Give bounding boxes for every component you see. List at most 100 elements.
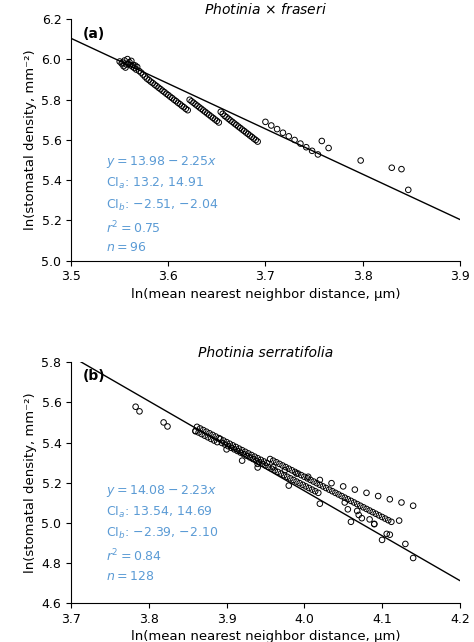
Point [269,456,277,466]
Point [221,110,228,121]
Point [273,457,280,467]
Point [372,508,380,519]
Point [288,465,296,476]
Point [193,422,201,432]
Point [128,56,135,66]
Point [160,417,167,428]
Point [200,105,207,116]
Point [219,435,227,446]
Point [274,467,282,477]
Point [388,517,395,527]
Point [184,105,191,116]
Point [243,451,251,461]
Y-axis label: ln(stomatal density, mm⁻²): ln(stomatal density, mm⁻²) [24,392,37,573]
Text: CI$_a$: 13.54, 14.69: CI$_a$: 13.54, 14.69 [106,505,213,519]
Text: CI$_a$: 13.2, 14.91: CI$_a$: 13.2, 14.91 [106,176,204,191]
Point [240,449,247,459]
Point [351,485,359,495]
Point [363,504,370,514]
Point [291,135,298,145]
Point [190,98,197,108]
Point [338,491,346,501]
Point [318,136,326,146]
Point [354,499,361,509]
Point [311,486,319,496]
Point [238,456,246,466]
Point [297,470,305,480]
Point [240,126,248,136]
Point [371,519,378,529]
Point [202,426,210,437]
Text: $y = 13.98-2.25x$: $y = 13.98-2.25x$ [106,155,217,171]
Point [304,473,311,483]
Point [290,475,297,485]
Point [164,90,172,100]
Point [133,62,141,72]
Point [128,62,136,72]
Point [196,423,204,433]
Point [252,135,259,145]
Point [141,71,149,82]
Point [291,467,299,477]
Point [123,60,130,70]
Point [205,110,213,120]
Point [250,134,257,144]
Point [280,470,288,480]
Point [310,476,318,487]
Point [168,93,176,103]
Point [121,55,128,65]
Point [127,60,134,70]
Point [378,535,386,545]
Point [268,464,275,474]
Point [279,128,287,138]
Point [299,480,307,490]
Point [344,494,352,505]
Point [386,494,393,505]
Point [210,435,218,446]
Point [235,121,242,132]
Point [226,438,234,449]
Point [297,139,304,149]
Point [282,462,290,473]
Point [137,67,145,78]
Point [273,124,281,134]
Point [356,501,364,511]
Point [119,57,127,67]
Point [132,64,140,74]
Point [315,488,322,498]
Text: $r^2 = 0.84$: $r^2 = 0.84$ [106,548,162,564]
Point [129,60,137,70]
Point [363,488,370,498]
Point [215,433,223,443]
Point [339,482,347,492]
Point [305,483,313,493]
Point [279,460,286,471]
Point [350,498,358,508]
Point [245,448,252,458]
Point [366,505,374,516]
Point [276,459,283,469]
Point [170,94,178,105]
Point [206,428,213,438]
Point [285,464,292,474]
X-axis label: ln(mean nearest neighbor distance, μm): ln(mean nearest neighbor distance, μm) [131,630,400,642]
Point [375,510,383,521]
Point [201,431,209,441]
Point [207,111,215,121]
Point [186,94,193,105]
Point [254,453,262,464]
Point [266,454,274,464]
Point [153,81,160,91]
Point [263,458,271,468]
Point [143,73,151,83]
Point [209,429,216,440]
Point [174,98,182,108]
Point [249,454,257,464]
Point [286,473,294,483]
Point [316,480,324,490]
Point [215,117,223,128]
Point [211,114,219,125]
Point [269,462,277,473]
Text: $n = 96$: $n = 96$ [106,241,146,254]
Point [401,539,409,549]
